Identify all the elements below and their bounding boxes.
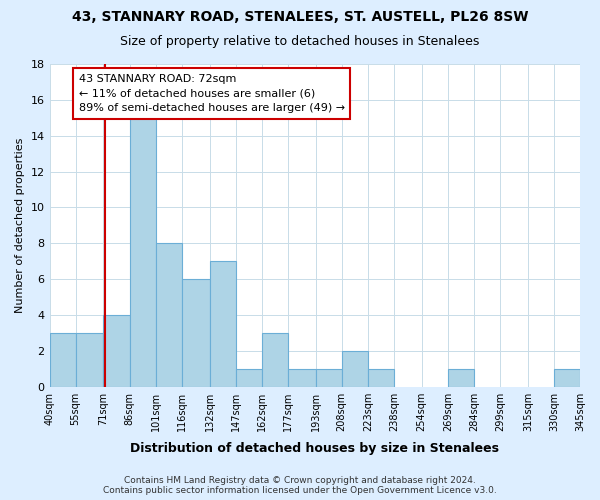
Bar (182, 279, 209, 386)
Bar (316, 368, 342, 386)
Bar (130, 118, 155, 386)
Bar (262, 333, 288, 386)
Bar (236, 368, 262, 386)
Text: Contains HM Land Registry data © Crown copyright and database right 2024.
Contai: Contains HM Land Registry data © Crown c… (103, 476, 497, 495)
Bar (155, 244, 182, 386)
Text: 43 STANNARY ROAD: 72sqm
← 11% of detached houses are smaller (6)
89% of semi-det: 43 STANNARY ROAD: 72sqm ← 11% of detache… (79, 74, 345, 114)
Text: Size of property relative to detached houses in Stenalees: Size of property relative to detached ho… (121, 35, 479, 48)
Bar (448, 368, 474, 386)
Bar (368, 368, 394, 386)
Bar (342, 351, 368, 386)
X-axis label: Distribution of detached houses by size in Stenalees: Distribution of detached houses by size … (130, 442, 499, 455)
Bar (76, 333, 103, 386)
Bar (103, 315, 130, 386)
Text: 43, STANNARY ROAD, STENALEES, ST. AUSTELL, PL26 8SW: 43, STANNARY ROAD, STENALEES, ST. AUSTEL… (72, 10, 528, 24)
Bar (554, 368, 580, 386)
Bar (50, 333, 76, 386)
Bar (288, 368, 316, 386)
Y-axis label: Number of detached properties: Number of detached properties (15, 138, 25, 313)
Bar (209, 261, 236, 386)
